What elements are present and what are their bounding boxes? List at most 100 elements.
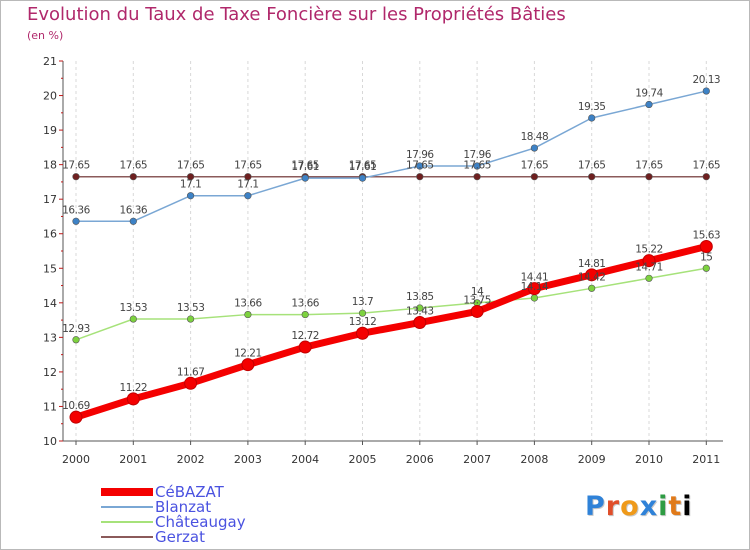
- data-label: 20.13: [693, 74, 721, 86]
- data-label: 14.41: [521, 272, 549, 284]
- data-point: [129, 315, 137, 323]
- data-label: 17.61: [291, 161, 319, 173]
- data-point: [588, 114, 596, 122]
- y-tick-label: 17: [43, 193, 57, 206]
- data-label: 11.67: [177, 366, 205, 378]
- data-label: 13.7: [352, 296, 373, 308]
- data-point: [301, 310, 309, 319]
- data-label: 11.22: [120, 382, 148, 394]
- legend-swatch: [101, 488, 153, 496]
- data-point: [645, 100, 653, 109]
- data-label: 17.65: [234, 160, 262, 172]
- proxiti-logo: Proxiti: [585, 491, 693, 522]
- data-label: 14: [471, 286, 484, 298]
- data-label: 13.12: [349, 316, 377, 328]
- data-label: 14.14: [521, 281, 549, 293]
- data-point: [244, 173, 252, 181]
- data-point: [358, 174, 367, 182]
- data-point: [416, 304, 424, 312]
- x-tick-label: 2011: [692, 453, 720, 466]
- data-label: 15.22: [635, 244, 663, 256]
- y-tick-label: 14: [43, 297, 57, 310]
- series-line: [75, 90, 708, 223]
- data-label: 13.66: [291, 298, 319, 310]
- y-tick-label: 21: [43, 55, 57, 68]
- x-tick-label: 2004: [291, 453, 319, 466]
- x-tick-label: 2006: [406, 453, 434, 466]
- data-point: [473, 173, 481, 181]
- legend-label: Blanzat: [155, 498, 212, 516]
- data-point: [530, 144, 539, 152]
- data-label: 13.53: [177, 302, 205, 314]
- data-label: 12.93: [62, 323, 90, 335]
- data-label: 17.1: [180, 179, 201, 191]
- data-point: [527, 282, 541, 296]
- legend-swatch: [101, 506, 153, 508]
- data-label: 17.96: [463, 149, 491, 161]
- data-label: 14.42: [578, 271, 606, 283]
- data-label: 19.74: [635, 88, 663, 100]
- data-point: [585, 268, 599, 282]
- legend-swatch: [101, 536, 153, 538]
- data-point: [356, 326, 369, 340]
- data-point: [416, 173, 424, 181]
- data-point: [129, 217, 137, 225]
- series-line: [72, 243, 710, 421]
- data-point: [129, 173, 137, 181]
- data-label: 14.71: [635, 261, 663, 273]
- data-point: [69, 410, 83, 424]
- data-point: [702, 173, 710, 181]
- data-label: 17.65: [291, 160, 319, 172]
- y-tick-label: 12: [43, 366, 57, 379]
- data-point: [244, 310, 252, 319]
- x-tick-label: 2007: [463, 453, 491, 466]
- data-point: [358, 309, 367, 317]
- legend-label: Châteaugay: [155, 513, 246, 531]
- data-point: [530, 294, 539, 302]
- data-point: [187, 173, 195, 181]
- data-point: [416, 162, 424, 170]
- x-tick-label: 2002: [177, 453, 205, 466]
- data-label: 18.48: [521, 131, 549, 143]
- data-point: [473, 162, 481, 170]
- legend-label: Gerzat: [155, 528, 205, 546]
- y-tick-label: 16: [43, 228, 57, 241]
- x-tick-label: 2005: [349, 453, 377, 466]
- data-label: 13.66: [234, 298, 262, 310]
- data-label: 13.85: [406, 291, 434, 303]
- data-point: [699, 240, 713, 254]
- data-point: [72, 217, 80, 225]
- data-label: 17.65: [120, 160, 148, 172]
- x-tick-label: 2010: [635, 453, 663, 466]
- data-label: 12.21: [234, 348, 262, 360]
- y-tick-label: 18: [43, 159, 57, 172]
- data-label: 17.96: [406, 149, 434, 161]
- y-tick-label: 19: [43, 124, 57, 137]
- data-point: [702, 87, 710, 95]
- data-point: [298, 340, 312, 354]
- y-tick-label: 13: [43, 331, 57, 344]
- data-label: 17.65: [406, 160, 434, 172]
- legend-label: CéBAZAT: [155, 483, 224, 501]
- data-point: [184, 376, 198, 390]
- data-label: 16.36: [62, 204, 90, 216]
- data-label: 17.65: [62, 160, 90, 172]
- data-label: 13.75: [463, 294, 491, 306]
- data-label: 17.61: [349, 161, 377, 173]
- data-label: 17.65: [349, 160, 377, 172]
- data-label: 17.65: [635, 160, 663, 172]
- data-point: [72, 336, 80, 344]
- data-point: [702, 264, 710, 272]
- data-label: 19.35: [578, 101, 606, 113]
- data-label: 12.72: [291, 330, 319, 342]
- x-tick-label: 2008: [520, 453, 548, 466]
- data-point: [187, 192, 195, 200]
- data-label: 15.63: [693, 230, 721, 242]
- data-label: 17.65: [578, 160, 606, 172]
- data-point: [126, 392, 140, 406]
- data-point: [413, 316, 427, 330]
- y-tick-label: 15: [43, 262, 57, 275]
- data-label: 13.43: [406, 306, 434, 318]
- data-point: [244, 192, 252, 200]
